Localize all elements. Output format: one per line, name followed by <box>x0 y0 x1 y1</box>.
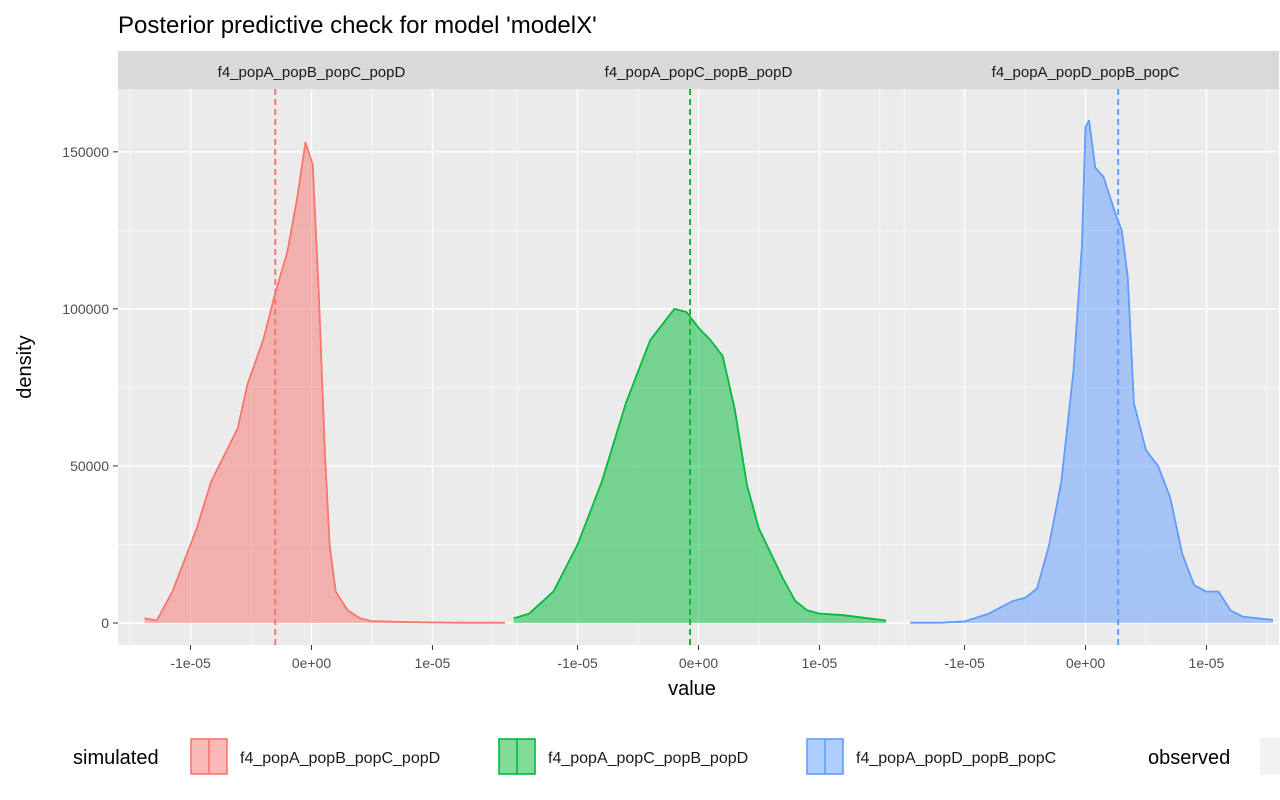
density-line <box>910 119 1274 624</box>
legend-title-simulated: simulated <box>73 747 159 769</box>
facet-panel: f4_popA_popC_popB_popD -1e-05 0e+00 1e-05 <box>505 51 892 671</box>
density-line <box>144 141 505 624</box>
facet-strip <box>892 51 1279 89</box>
x-tick-label: -1e-05 <box>557 655 598 671</box>
density-area <box>910 120 1273 624</box>
y-tick-label: 50000 <box>70 458 109 474</box>
legend-label: f4_popA_popC_popB_popD <box>548 750 748 767</box>
y-tick-label: 0 <box>101 615 109 631</box>
y-tick-label: 150000 <box>62 144 109 160</box>
legend-label: f4_popA_popD_popB_popC <box>856 750 1056 767</box>
facet-strip-label: f4_popA_popD_popB_popC <box>992 64 1180 81</box>
legend: simulated f4_popA_popB_popC_popD f4_popA_… <box>73 738 1280 775</box>
legend-item: f4_popA_popD_popB_popC <box>806 738 1056 775</box>
x-axis-label: value <box>668 678 716 700</box>
legend-item: f4_popA_popC_popB_popD <box>498 738 748 775</box>
chart-title: Posterior predictive check for model 'mo… <box>118 12 597 39</box>
x-tick-label: 0e+00 <box>1066 655 1106 671</box>
legend-title-observed: observed <box>1148 747 1230 769</box>
density-line <box>513 308 887 622</box>
density-area <box>144 142 505 623</box>
x-tick-label: 0e+00 <box>292 655 332 671</box>
x-tick-label: 1e-05 <box>415 655 451 671</box>
legend-key-observed <box>1260 738 1280 775</box>
x-tick-label: 1e-05 <box>1189 655 1225 671</box>
x-tick-label: -1e-05 <box>944 655 985 671</box>
facet-strip-label: f4_popA_popB_popC_popD <box>218 64 406 81</box>
y-axis-label: density <box>14 335 36 398</box>
legend-item: f4_popA_popB_popC_popD <box>190 738 440 775</box>
x-tick-label: 0e+00 <box>679 655 719 671</box>
y-tick-label: 100000 <box>62 301 109 317</box>
x-tick-label: 1e-05 <box>802 655 838 671</box>
facet-strip <box>505 51 892 89</box>
facet-panel: f4_popA_popD_popB_popC -1e-05 0e+00 1e-05 <box>892 51 1279 671</box>
facet-panel: f4_popA_popB_popC_popD -1e-05 0e+00 1e-05 0 5… <box>62 51 505 671</box>
facet-strip <box>118 51 505 89</box>
legend-label: f4_popA_popB_popC_popD <box>240 750 440 767</box>
density-area <box>513 308 886 623</box>
x-tick-label: -1e-05 <box>170 655 211 671</box>
facet-strip-label: f4_popA_popC_popB_popD <box>605 64 793 81</box>
